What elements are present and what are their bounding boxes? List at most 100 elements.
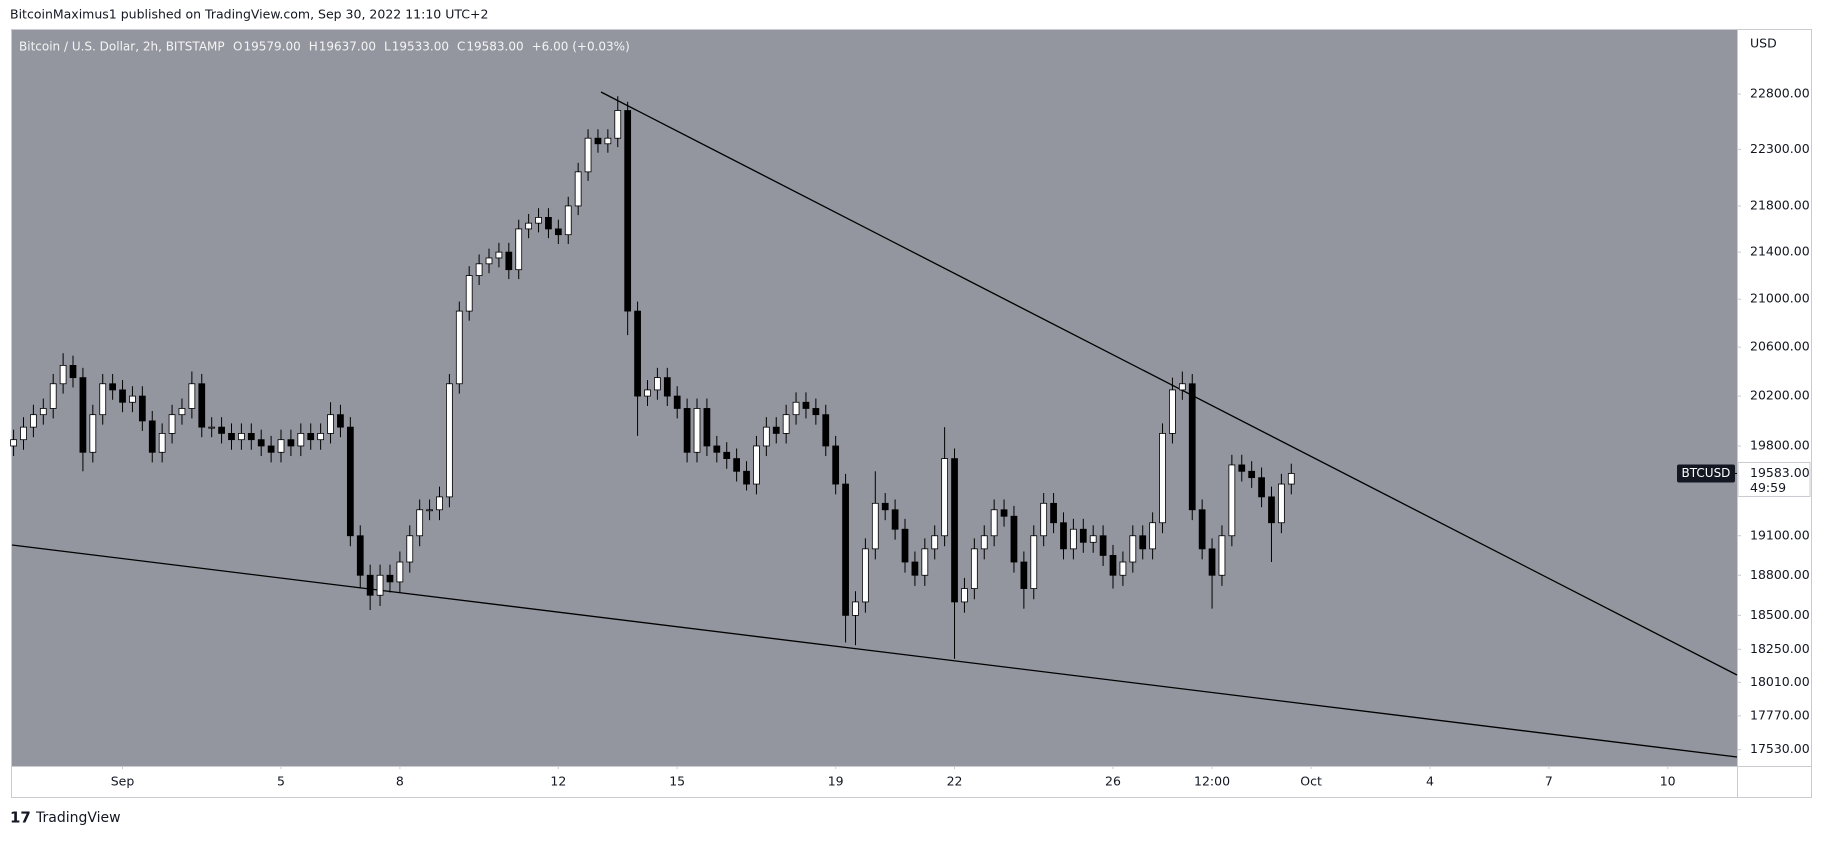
candle-body bbox=[446, 383, 453, 498]
candle-body bbox=[1020, 561, 1028, 589]
candle-body bbox=[158, 433, 166, 453]
candle-body bbox=[1287, 473, 1295, 485]
candle-body bbox=[138, 395, 146, 422]
y-tick-label: 17530.00 bbox=[1750, 741, 1810, 756]
x-tick-label: Oct bbox=[1300, 774, 1322, 789]
x-tick-label: 8 bbox=[396, 774, 404, 789]
ohlc-legend: O 19579.00 H 19637.00 L 19533.00 C 19583.00 bbox=[233, 40, 524, 54]
x-tick-label: 26 bbox=[1105, 774, 1121, 789]
candle-body bbox=[753, 445, 760, 485]
footer-text: TradingView bbox=[35, 810, 121, 826]
candle-body bbox=[406, 535, 414, 563]
candle-body bbox=[327, 414, 334, 434]
y-tick-label: 18010.00 bbox=[1750, 674, 1810, 689]
candle-body bbox=[148, 420, 156, 453]
candle-body bbox=[792, 401, 800, 416]
candle-body bbox=[39, 408, 47, 416]
candle-body bbox=[980, 535, 988, 550]
x-tick-label: Sep bbox=[111, 774, 135, 789]
x-tick-label: 19 bbox=[828, 774, 844, 789]
support-line bbox=[11, 544, 1738, 758]
y-tick-label: 21000.00 bbox=[1750, 291, 1810, 306]
candle-body bbox=[782, 414, 790, 434]
candle-body bbox=[1278, 483, 1285, 524]
candle-body bbox=[188, 383, 196, 409]
candle-body bbox=[614, 110, 622, 139]
candle-body bbox=[1109, 555, 1117, 576]
y-tick-label: 18250.00 bbox=[1750, 641, 1810, 656]
resistance-line bbox=[600, 91, 1738, 676]
footer-logo: 17 TradingView bbox=[10, 809, 121, 827]
candle-body bbox=[49, 383, 57, 409]
x-tick-label: 12 bbox=[550, 774, 566, 789]
candle-body bbox=[228, 433, 235, 441]
candle-body bbox=[267, 445, 275, 453]
candle-body bbox=[238, 433, 245, 441]
candle-body bbox=[1060, 522, 1067, 550]
candle-body bbox=[733, 458, 740, 472]
y-tick-label: 20600.00 bbox=[1750, 339, 1810, 354]
candle-body bbox=[862, 548, 869, 603]
candle-body bbox=[554, 228, 562, 236]
candle-body bbox=[277, 439, 285, 453]
candle-body bbox=[416, 509, 424, 537]
candle-body bbox=[654, 377, 661, 391]
x-tick-label: 5 bbox=[277, 774, 285, 789]
candle-body bbox=[1040, 502, 1048, 537]
candle-body bbox=[356, 535, 364, 576]
candle-body bbox=[852, 601, 859, 616]
candle-body bbox=[317, 433, 325, 441]
candle-body bbox=[386, 574, 394, 583]
candle-body bbox=[1149, 522, 1156, 550]
candle-body bbox=[1218, 535, 1226, 576]
y-axis-unit: USD bbox=[1750, 36, 1777, 51]
candle-body bbox=[1169, 389, 1176, 434]
candle-body bbox=[1119, 561, 1127, 576]
candle-body bbox=[1000, 509, 1008, 517]
candle-body bbox=[990, 509, 998, 537]
candle-body bbox=[436, 496, 443, 511]
y-tick-label: 19800.00 bbox=[1750, 437, 1810, 452]
candle-body bbox=[1188, 383, 1196, 511]
candle-body bbox=[129, 395, 136, 403]
candle-body bbox=[822, 414, 830, 447]
candle-body bbox=[961, 588, 968, 603]
y-tick-label: 17770.00 bbox=[1750, 707, 1810, 722]
candle-body bbox=[99, 383, 107, 416]
y-tick-label: 18500.00 bbox=[1750, 607, 1810, 622]
candle-body bbox=[1178, 383, 1186, 391]
candle-body bbox=[1010, 515, 1018, 563]
symbol-badge bbox=[1677, 464, 1735, 483]
candle-body bbox=[10, 439, 17, 447]
candle-body bbox=[1099, 535, 1107, 556]
candle-body bbox=[584, 137, 592, 173]
axes: 22800.00 22300.00 21800.00 21400.00 21000.00… bbox=[111, 86, 1810, 789]
candle-body bbox=[1198, 509, 1206, 550]
candle-body bbox=[465, 275, 473, 312]
candle-body bbox=[297, 433, 305, 447]
candle-body bbox=[871, 502, 879, 550]
candle-body bbox=[109, 383, 117, 391]
candle-body bbox=[683, 408, 691, 453]
ohlc-key: H bbox=[309, 40, 318, 54]
candle-body bbox=[1159, 433, 1166, 524]
candle-body bbox=[901, 528, 909, 563]
candle-body bbox=[891, 509, 899, 530]
price-badge-box bbox=[1737, 461, 1811, 497]
candle-body bbox=[1228, 464, 1236, 537]
candle-body bbox=[644, 389, 651, 397]
y-tick-label: 21400.00 bbox=[1750, 244, 1810, 259]
frame bbox=[11, 29, 1812, 798]
ohlc-value: 19637.00 bbox=[319, 40, 376, 54]
candle-body bbox=[624, 110, 632, 312]
candle-body bbox=[119, 389, 126, 403]
candle-body bbox=[812, 408, 820, 416]
candle-body bbox=[485, 257, 493, 265]
candle-body bbox=[475, 263, 483, 276]
candle-body bbox=[970, 548, 978, 589]
ohlc-key: C bbox=[457, 40, 465, 54]
candle-body bbox=[634, 310, 641, 397]
candle-body bbox=[931, 535, 939, 550]
candle-body bbox=[1030, 535, 1038, 589]
